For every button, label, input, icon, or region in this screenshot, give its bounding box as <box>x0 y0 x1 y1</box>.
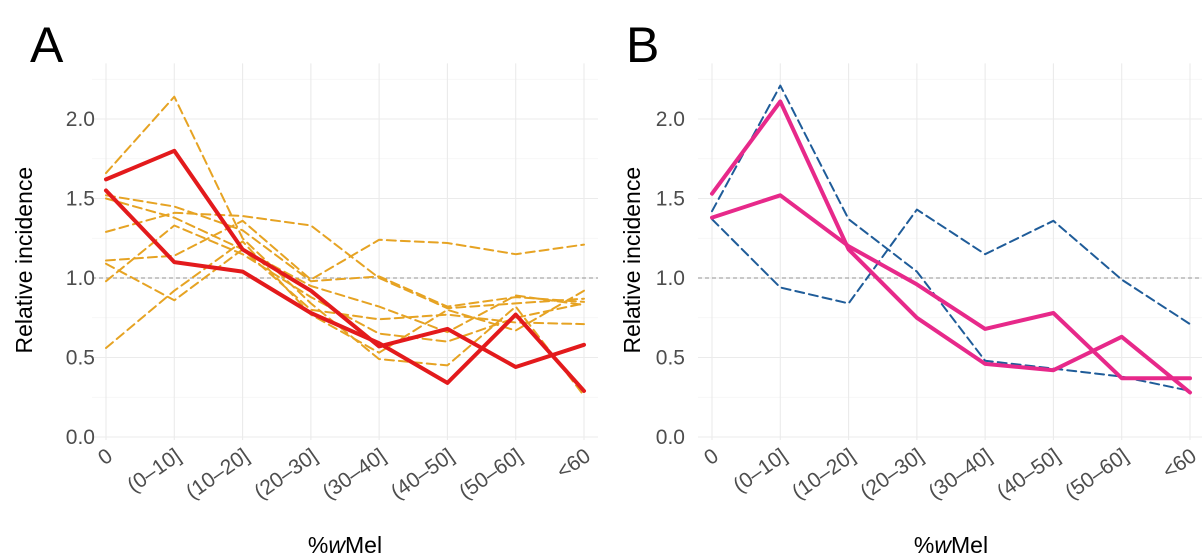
y-axis-ticks: 0.0 0.5 1.0 1.5 2.0 <box>66 108 95 449</box>
chart-panel-B: 0.0 0.5 1.0 1.5 2.0 0 (0–10](10–20](20–30](30–… <box>619 17 1202 557</box>
x-tick-label: 0 <box>700 444 723 470</box>
x-tick-label: (50–60] <box>455 444 527 504</box>
series-line-6 <box>105 211 585 310</box>
x-axis-title: %wMel <box>308 532 382 557</box>
x-axis-ticks: 0 (0–10](10–20](20–30](30–40](40–50](50–6… <box>94 444 595 504</box>
series-line-2 <box>710 193 1192 381</box>
series-line-1 <box>104 148 586 369</box>
x-tick-label: (20–30] <box>856 444 928 504</box>
panel-letter: B <box>626 17 659 73</box>
y-tick-label: 2.0 <box>66 108 95 131</box>
x-tick-label: (30–40] <box>318 444 390 504</box>
x-tick-label: (40–50] <box>993 444 1065 504</box>
series-line-4 <box>105 194 585 308</box>
x-tick-label: 0 <box>94 444 117 470</box>
x-tick-label: (50–60] <box>1061 444 1133 504</box>
y-tick-label: 2.0 <box>656 108 685 131</box>
x-tick-label: (40–50] <box>387 444 459 504</box>
series-line-3 <box>105 95 585 397</box>
x-axis-title: %wMel <box>914 532 988 557</box>
x-tick-label: (20–30] <box>250 444 322 504</box>
x-tick-label: <60 <box>552 444 594 483</box>
x-tick-label: (10–20] <box>182 444 254 504</box>
y-axis-title: Relative incidence <box>619 167 645 354</box>
series-line-1 <box>710 99 1192 395</box>
x-tick-label: <60 <box>1158 444 1200 483</box>
series-group <box>104 95 586 397</box>
chart-panel-A: 0.0 0.5 1.0 1.5 2.0 0 (0–10](10–20](20–30](30–… <box>11 17 598 557</box>
y-tick-label: 0.5 <box>656 347 685 370</box>
y-tick-label: 1.5 <box>66 188 95 211</box>
x-tick-label: (0–10] <box>729 444 791 497</box>
y-tick-label: 1.5 <box>656 188 685 211</box>
series-line-8 <box>105 248 585 334</box>
series-line-4 <box>711 208 1191 326</box>
x-tick-label: (10–20] <box>788 444 860 504</box>
gridlines <box>698 63 1202 440</box>
y-axis-ticks: 0.0 0.5 1.0 1.5 2.0 <box>656 108 685 449</box>
y-axis-title: Relative incidence <box>11 167 37 354</box>
series-line-7 <box>105 219 585 281</box>
x-tick-label: (0–10] <box>123 444 185 497</box>
y-tick-label: 0.5 <box>66 347 95 370</box>
x-tick-label: (30–40] <box>924 444 996 504</box>
y-tick-label: 1.0 <box>656 267 685 290</box>
panel-letter: A <box>30 17 64 73</box>
y-tick-label: 1.0 <box>66 267 95 290</box>
y-tick-label: 0.0 <box>656 426 685 449</box>
series-line-9 <box>105 224 585 343</box>
y-tick-label: 0.0 <box>66 426 95 449</box>
series-group <box>710 84 1192 395</box>
series-line-2 <box>104 188 586 393</box>
x-axis-ticks: 0 (0–10](10–20](20–30](30–40](40–50](50–6… <box>700 444 1201 504</box>
series-line-3 <box>711 84 1191 392</box>
